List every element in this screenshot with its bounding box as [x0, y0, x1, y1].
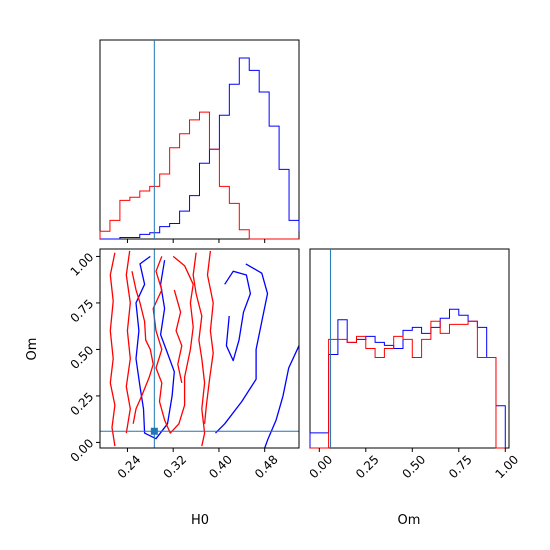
contour-x-ticks: 0.24 0.32 0.40 0.48 — [115, 448, 281, 481]
panel-h0-om-contour: 0.24 0.32 0.40 0.48 0.00 0.25 0.50 0.75 1.00 H0… — [25, 248, 300, 528]
contour-line-0 — [135, 255, 175, 440]
h0-histogram-bars — [99, 57, 300, 243]
histogram-series-1 — [99, 111, 299, 240]
contour-line-8 — [203, 250, 214, 424]
contour-y-tick-label-1: 0.25 — [68, 390, 97, 419]
contour-y-tick-label-2: 0.50 — [68, 343, 97, 372]
x-axis-label-h0: H0 — [191, 513, 209, 528]
histogram-series-0 — [309, 308, 506, 448]
contour-y-tick-label-3: 0.75 — [68, 297, 97, 326]
frame-h0-histogram — [99, 39, 300, 240]
om-x-ticks: 0.00 0.25 0.50 0.75 1.00 — [307, 448, 522, 481]
contour-x-tick-label-1: 0.32 — [160, 452, 189, 481]
y-axis-label-om: Om — [25, 338, 40, 361]
contour-x-tick-label-3: 0.48 — [252, 452, 281, 481]
contour-line-7 — [192, 252, 206, 447]
frame-contour — [99, 248, 300, 449]
x-axis-label-om: Om — [398, 513, 421, 528]
contour-x-tick-label-0: 0.24 — [115, 452, 144, 481]
contour-y-tick-label-0: 0.00 — [68, 436, 97, 465]
contour-line-9 — [131, 271, 154, 424]
contour-line-10 — [173, 289, 183, 384]
contour-lines — [109, 250, 300, 449]
contour-y-ticks: 0.00 0.25 0.50 0.75 1.00 — [68, 250, 100, 465]
truth-marker — [150, 427, 158, 435]
histogram-series-1 — [310, 320, 506, 449]
contour-line-4 — [109, 252, 116, 447]
om-x-tick-label-0: 0.00 — [307, 452, 336, 481]
contour-line-5 — [125, 250, 131, 434]
contour-y-tick-label-4: 1.00 — [68, 250, 97, 279]
om-x-tick-label-2: 0.50 — [400, 452, 429, 481]
contour-line-6 — [152, 255, 194, 434]
om-histogram-bars — [309, 308, 506, 449]
frame-om-histogram — [309, 248, 510, 449]
histogram-series-0 — [100, 57, 300, 240]
contour-line-3 — [264, 345, 300, 449]
om-x-tick-label-3: 0.75 — [446, 452, 475, 481]
contour-line-2 — [215, 263, 269, 434]
panel-om-histogram: 0.00 0.25 0.50 0.75 1.00 Om — [307, 248, 522, 528]
contour-line-1 — [224, 270, 252, 362]
panel-h0-histogram — [99, 39, 300, 243]
om-x-tick-label-1: 0.25 — [353, 452, 382, 481]
contour-x-tick-label-2: 0.40 — [206, 452, 235, 481]
om-x-tick-label-4: 1.00 — [493, 452, 522, 481]
